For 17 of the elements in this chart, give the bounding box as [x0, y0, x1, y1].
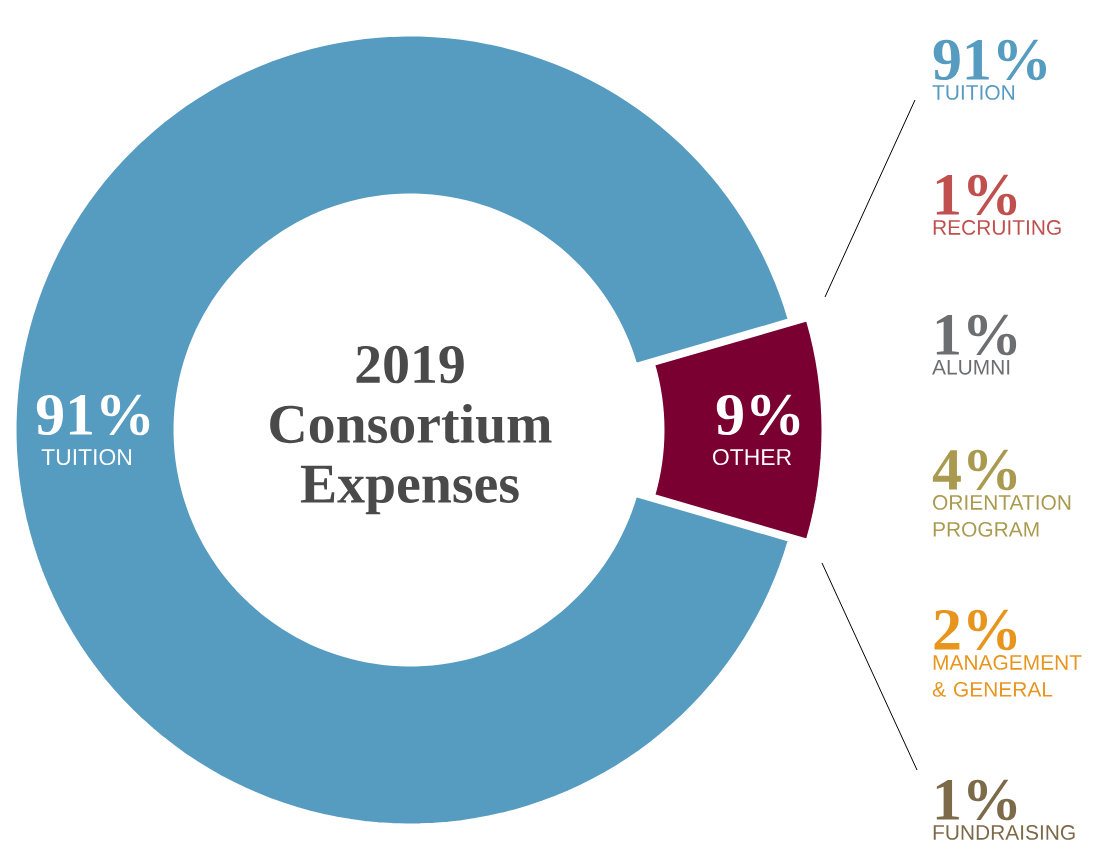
data-label: 1%: [936, 174, 1017, 216]
data-label: 91%: [933, 39, 1047, 81]
data-label: 4%: [932, 449, 1017, 491]
data-label: 2%: [934, 609, 1017, 651]
category-label: FUNDRAISING: [933, 825, 1075, 840]
data-label: 9%: [716, 394, 800, 436]
category-label: ORIENTATION PROGRAM: [933, 495, 1071, 537]
slice-label: OTHER: [713, 448, 792, 466]
data-label: 1%: [936, 314, 1017, 356]
data-label: 1%: [936, 779, 1017, 821]
category-label: ALUMNI: [932, 360, 1010, 375]
category-label: RECRUITING: [933, 220, 1061, 235]
category-label: TUITION: [932, 85, 1015, 100]
category-label: MANAGEMENT & GENERAL: [932, 655, 1082, 697]
text: 2019 Consortium Expenses: [270, 345, 552, 515]
data-label: 91%: [36, 394, 150, 436]
slice-label: TUITION: [41, 448, 131, 466]
